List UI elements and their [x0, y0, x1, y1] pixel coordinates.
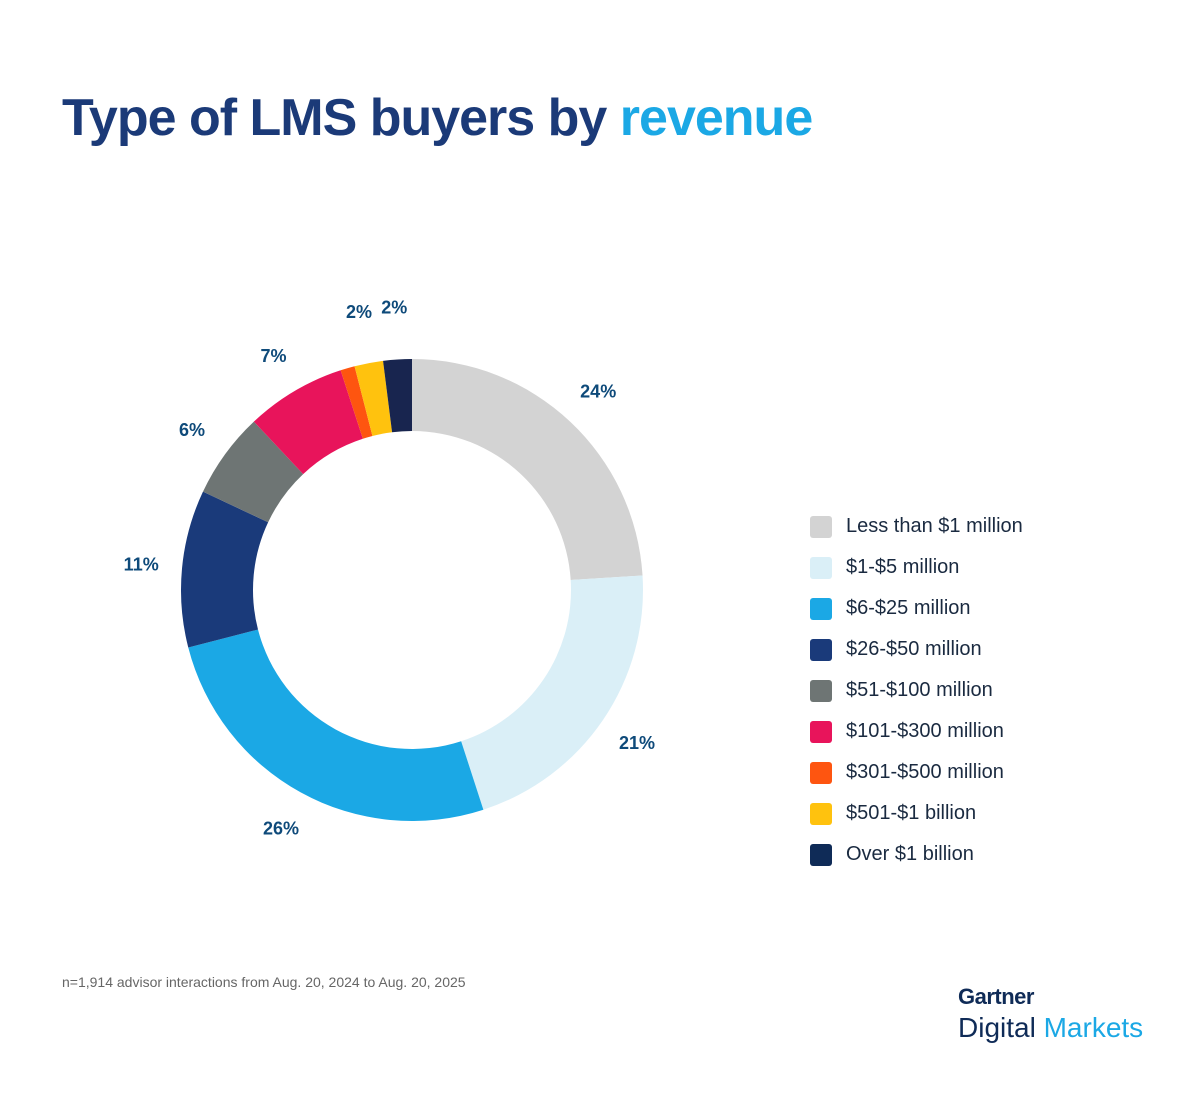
donut-slice-5	[253, 370, 363, 475]
data-label-0: 24%	[580, 382, 616, 402]
logo-product-b: Markets	[1043, 1012, 1144, 1043]
donut-slice-3	[181, 491, 269, 648]
donut-slice-7	[354, 360, 393, 436]
data-label-5: 7%	[261, 346, 287, 366]
data-label-1: 21%	[619, 733, 655, 753]
legend-item: $26-$50 million	[810, 629, 1023, 670]
legend-label: $101-$300 million	[846, 720, 1004, 742]
donut-slice-0	[412, 359, 643, 581]
donut-slice-6	[340, 366, 373, 439]
data-label-3: 11%	[124, 554, 159, 574]
title-highlight: revenue	[619, 89, 813, 147]
legend-item: Less than $1 million	[810, 506, 1023, 547]
donut-slice-2	[188, 629, 484, 821]
legend-item: $1-$5 million	[810, 547, 1023, 588]
donut-slice-4	[202, 421, 304, 523]
legend-label: $301-$500 million	[846, 761, 1004, 783]
legend-swatch	[810, 761, 832, 784]
data-label-8: 2%	[381, 298, 407, 318]
legend-label: Less than $1 million	[846, 515, 1023, 537]
title-main: Type of LMS buyers by	[62, 89, 620, 147]
legend-swatch	[810, 802, 832, 825]
legend-label: $51-$100 million	[846, 679, 993, 701]
legend-item: $51-$100 million	[810, 670, 1023, 711]
legend-swatch	[810, 638, 832, 661]
legend-label: $26-$50 million	[846, 638, 982, 660]
logo-product: Digital Markets	[958, 1012, 1143, 1044]
legend-swatch	[810, 720, 832, 743]
legend-item: $301-$500 million	[810, 752, 1023, 793]
data-label-7: 2%	[346, 302, 372, 322]
legend-item: $101-$300 million	[810, 711, 1023, 752]
legend-swatch	[810, 515, 832, 538]
gartner-digital-markets-logo: Gartner Digital Markets	[958, 984, 1143, 1044]
donut-slice-1	[461, 575, 643, 810]
legend-item: $6-$25 million	[810, 588, 1023, 629]
legend: Less than $1 million $1-$5 million $6-$25 …	[810, 506, 1023, 875]
legend-item: Over $1 billion	[810, 834, 1023, 875]
chart-title: Type of LMS buyers by revenue	[62, 88, 813, 148]
legend-label: $1-$5 million	[846, 556, 960, 578]
logo-brand: Gartner	[958, 984, 1034, 1009]
legend-label: $6-$25 million	[846, 597, 971, 619]
footnote: n=1,914 advisor interactions from Aug. 2…	[62, 974, 466, 990]
donut-slice-8	[383, 359, 412, 433]
legend-label: Over $1 billion	[846, 843, 974, 865]
data-label-2: 26%	[263, 818, 299, 838]
legend-swatch	[810, 597, 832, 620]
legend-swatch	[810, 679, 832, 702]
logo-product-a: Digital	[958, 1012, 1036, 1043]
legend-swatch	[810, 556, 832, 579]
legend-item: $501-$1 billion	[810, 793, 1023, 834]
data-label-4: 6%	[179, 420, 205, 440]
legend-swatch	[810, 843, 832, 866]
legend-label: $501-$1 billion	[846, 802, 977, 824]
